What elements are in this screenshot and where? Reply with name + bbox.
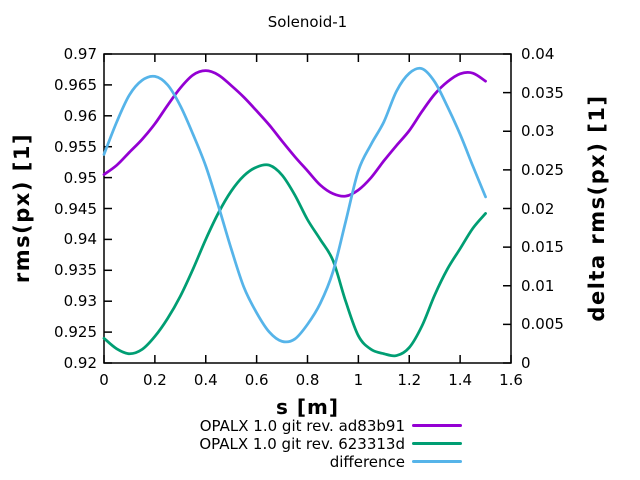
series-curve-2 — [102, 163, 487, 358]
y-axis-right-tick-label: 0.035 — [521, 83, 564, 102]
y-axis-left-label: rms(px) [1] — [10, 132, 34, 284]
legend-line-sample-series-2 — [412, 442, 462, 445]
y-axis-right-tick-label: 0.005 — [521, 315, 564, 334]
y-axis-right-tick-label: 0 — [521, 354, 531, 372]
y-axis-right-label: delta rms(px) [1] — [585, 94, 609, 322]
y-axis-right-tick-label: 0.04 — [521, 45, 555, 63]
x-axis-tick-label: 0.2 — [142, 371, 167, 389]
y-axis-left-tick-label: 0.97 — [63, 45, 97, 63]
x-axis-tick-label: 1.2 — [397, 371, 422, 389]
y-axis-left-tick-label: 0.955 — [54, 137, 97, 156]
y-axis-right-tick-label: 0.02 — [521, 199, 555, 218]
x-axis-tick-label: 1.4 — [448, 371, 473, 389]
y-axis-right-tick-label: 0.01 — [521, 276, 555, 295]
y-axis-left-tick-label: 0.94 — [63, 230, 97, 249]
y-axis-right-tick-label: 0.015 — [521, 238, 564, 257]
y-axis-left-tick-label: 0.95 — [63, 168, 97, 187]
x-axis-label: s [m] — [276, 395, 339, 419]
y-axis-left-tick-label: 0.925 — [54, 323, 97, 342]
y-axis-right-tick-label: 0.03 — [521, 122, 555, 141]
legend-label-series-1: OPALX 1.0 git rev. ad83b91 — [199, 417, 405, 435]
legend-label-series-3: difference — [329, 453, 405, 471]
series-curve-1 — [102, 69, 487, 198]
y-axis-left-tick-label: 0.93 — [63, 292, 97, 311]
y-axis-right-tick-label: 0.025 — [521, 160, 564, 179]
y-axis-left-tick-label: 0.935 — [54, 261, 97, 280]
y-axis-left-tick-label: 0.965 — [54, 75, 97, 94]
series-curve-3 — [102, 66, 487, 344]
y-axis-left-tick-label: 0.96 — [63, 106, 97, 125]
legend-line-sample-series-1 — [412, 424, 462, 427]
x-axis-tick-label: 1 — [353, 371, 364, 389]
x-axis-tick-label: 0.8 — [295, 371, 320, 389]
chart-title: Solenoid-1 — [267, 13, 348, 31]
x-axis-tick-label: 0 — [99, 371, 109, 389]
x-axis-tick-label: 1.6 — [499, 371, 523, 389]
legend-label-series-2: OPALX 1.0 git rev. 623313d — [199, 435, 405, 453]
x-axis-tick-label: 0.6 — [244, 371, 269, 389]
x-axis-tick-label: 0.4 — [193, 371, 218, 389]
y-axis-left-tick-label: 0.92 — [63, 354, 97, 372]
legend-line-sample-series-3 — [412, 460, 462, 463]
y-axis-left-tick-label: 0.945 — [54, 199, 97, 218]
plot-frame — [103, 53, 512, 364]
